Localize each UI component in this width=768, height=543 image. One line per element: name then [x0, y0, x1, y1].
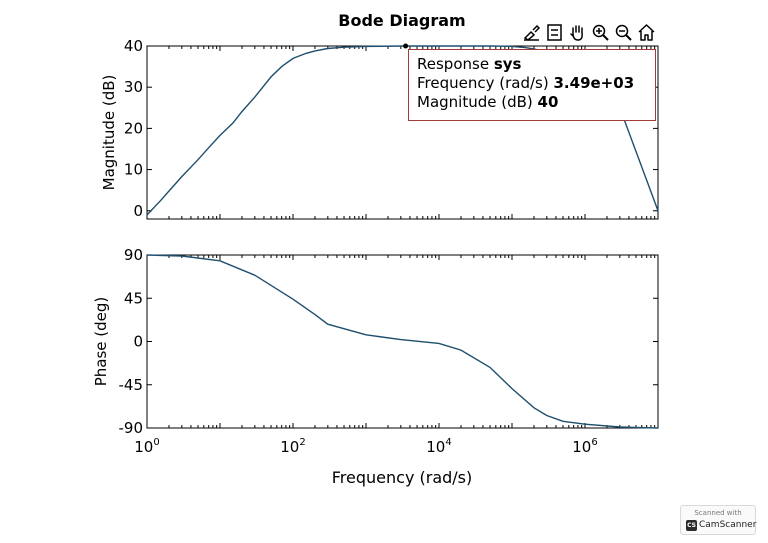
datatip-frequency-value: 3.49e+03 [553, 74, 635, 92]
y-tick-label: 90 [124, 246, 143, 264]
camscanner-watermark: Scanned with CS CamScanner [680, 505, 756, 535]
datatip-magnitude-label: Magnitude (dB) [417, 93, 533, 111]
y-tick-label: 40 [124, 37, 143, 55]
x-tick-label: 102 [280, 437, 305, 456]
x-axis-label: Frequency (rad/s) [332, 468, 473, 487]
datatip-title-value: sys [493, 55, 522, 73]
x-tick-label: 104 [426, 437, 451, 456]
axes-toolbar [521, 22, 657, 43]
camscanner-logo-icon: CS [686, 520, 697, 531]
datatip-title-label: Response [417, 55, 490, 73]
pan-hand-icon[interactable] [567, 22, 588, 43]
y-tick-label: -45 [119, 376, 144, 394]
datatip-magnitude-row: Magnitude (dB) 40 [417, 93, 655, 112]
series-line [146, 254, 659, 429]
datatip-marker [403, 43, 409, 49]
legend-icon[interactable] [544, 22, 565, 43]
y-tick-label: -90 [119, 419, 144, 437]
axes-frame [146, 254, 659, 429]
x-tick-label: 100 [134, 437, 159, 456]
y-tick-label: 10 [124, 161, 143, 179]
zoom-out-icon[interactable] [613, 22, 634, 43]
x-tick-label: 106 [572, 437, 597, 456]
datatip-frequency-row: Frequency (rad/s) 3.49e+03 [417, 74, 655, 93]
datatip-title-row: Response sys [417, 55, 655, 74]
y-tick-label: 0 [133, 333, 143, 351]
watermark-top-text: Scanned with [694, 509, 742, 517]
y-tick-label: 30 [124, 78, 143, 96]
y-axis-label: Magnitude (dB) [100, 75, 118, 191]
watermark-name: CamScanner [699, 520, 757, 530]
brush-icon[interactable] [521, 22, 542, 43]
phase-panel: 90 45 0 -45 -90 Phase (deg) [92, 246, 659, 437]
datatip-magnitude-value: 40 [537, 93, 559, 111]
datatip-frequency-label: Frequency (rad/s) [417, 74, 549, 92]
zoom-in-icon[interactable] [590, 22, 611, 43]
y-tick-label: 0 [133, 202, 143, 220]
datatip[interactable]: Response sys Frequency (rad/s) 3.49e+03 … [408, 49, 656, 121]
home-icon[interactable] [636, 22, 657, 43]
chart-title: Bode Diagram [338, 11, 465, 30]
y-tick-label: 20 [124, 119, 143, 137]
y-axis-label: Phase (deg) [92, 297, 110, 387]
y-tick-label: 45 [124, 289, 143, 307]
